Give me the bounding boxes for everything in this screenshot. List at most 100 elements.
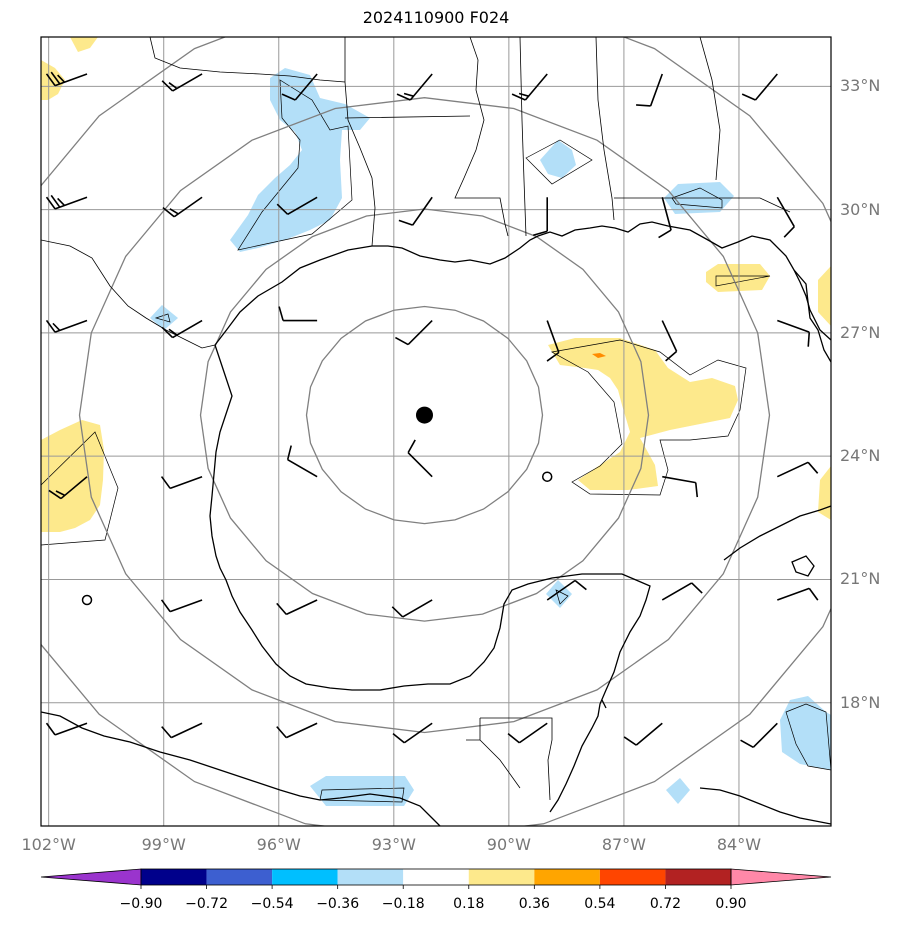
barb-staff [287,196,318,215]
gulf-east-hotspot [592,353,606,358]
barb-staff [409,73,433,101]
barb-staff [403,722,433,744]
colorbar-segment [272,869,338,885]
colorbar-tick-label: −0.90 [119,896,163,912]
barb-staff [776,196,796,228]
wind-barb [276,722,318,739]
sw-mexico-anomaly [41,420,104,532]
barb-staff [54,73,88,87]
florida-coastline [793,269,831,341]
storm-center-dot [415,406,433,424]
barb-flag [807,461,819,474]
yucatan-small-anomaly [546,580,572,608]
gulf-coastline-north [214,221,831,363]
colorbar-segment [403,869,469,885]
barb-staff [407,452,433,478]
contour-caribbean [785,703,831,771]
range-ring-1 [305,305,544,525]
barb-staff [285,599,318,616]
contour-texas [237,79,353,251]
wind-barb [623,722,663,746]
barb-flag [783,226,795,238]
caribbean-anomaly [780,696,831,770]
border-alabama-georgia [595,37,615,221]
barb-staff [54,319,88,333]
wind-barb [546,320,560,362]
wind-barb [391,599,433,618]
barb-flag [161,80,174,92]
wind-barb [160,475,203,490]
barb-flag [276,203,289,215]
barb-flag [161,726,172,739]
barb-flag [741,93,756,101]
border-georgia-carolinas [699,37,721,181]
barb-flag [168,82,178,90]
border-texas-oklahoma [149,37,346,83]
barb-staff [412,196,433,226]
central-america-coastline [699,787,831,825]
wind-barb [546,579,587,601]
latitude-label: 27°N [840,322,881,342]
wind-barb [662,475,699,498]
range-ring-3 [78,97,771,734]
barb-flag [623,736,637,746]
colorbar-tick-label: 0.54 [584,896,616,912]
border-mississippi-river [454,37,509,237]
barb-flag [45,196,56,210]
barb-staff [546,320,560,353]
colorbar-segment [468,869,535,885]
barb-flag [395,336,409,346]
barb-flag [57,197,66,207]
barb-flag [511,93,526,101]
barb-flag [658,229,672,239]
wind-barb-layer [45,71,819,749]
border-gt-hn [479,739,521,789]
wind-barb [398,196,433,226]
texas-louisiana-anomaly [230,68,370,252]
barb-staff [60,476,88,500]
wind-barb [777,319,811,347]
wind-barb [740,722,778,749]
barb-staff [752,722,778,748]
contour-georgia [671,187,723,209]
barb-flag [691,582,703,594]
island-jamaica [791,555,815,577]
colorbar-frame [140,868,732,886]
gridlines [41,37,831,826]
barb-flag [168,328,178,336]
belize-small-anomaly [666,778,690,804]
wind-barb [661,320,678,362]
barb-staff [777,319,810,333]
nw-corner-anomaly-2 [70,37,98,52]
barb-staff [169,475,203,490]
colorbar-extend-min [40,868,142,886]
barb-staff [518,722,548,744]
barb-staff [294,73,318,101]
wind-barb [276,196,318,215]
center-marker[interactable] [415,406,433,424]
east-edge-anomaly-south [818,466,831,520]
longitude-label: 102°W [21,835,76,854]
contour-guatemala [319,787,405,803]
longitude-label: 93°W [371,835,416,854]
barb-flag [808,587,819,601]
border-us-mexico [41,239,216,349]
barb-staff [170,722,203,739]
barb-staff [546,579,576,601]
barb-flag [50,194,61,208]
latitude-label: 30°N [840,199,881,219]
wind-barb [276,599,318,616]
wind-barb [541,471,553,482]
wind-barb [741,73,778,101]
barb-flag [391,606,404,618]
barb-flag [574,579,587,591]
contour-fl-panhandle [715,275,771,287]
border-mississippi-alabama [519,37,527,237]
barb-flag [162,206,175,218]
wind-barb [45,194,88,210]
barb-staff [54,722,88,736]
wind-barb [511,73,548,101]
pacific-coastline [41,711,441,826]
